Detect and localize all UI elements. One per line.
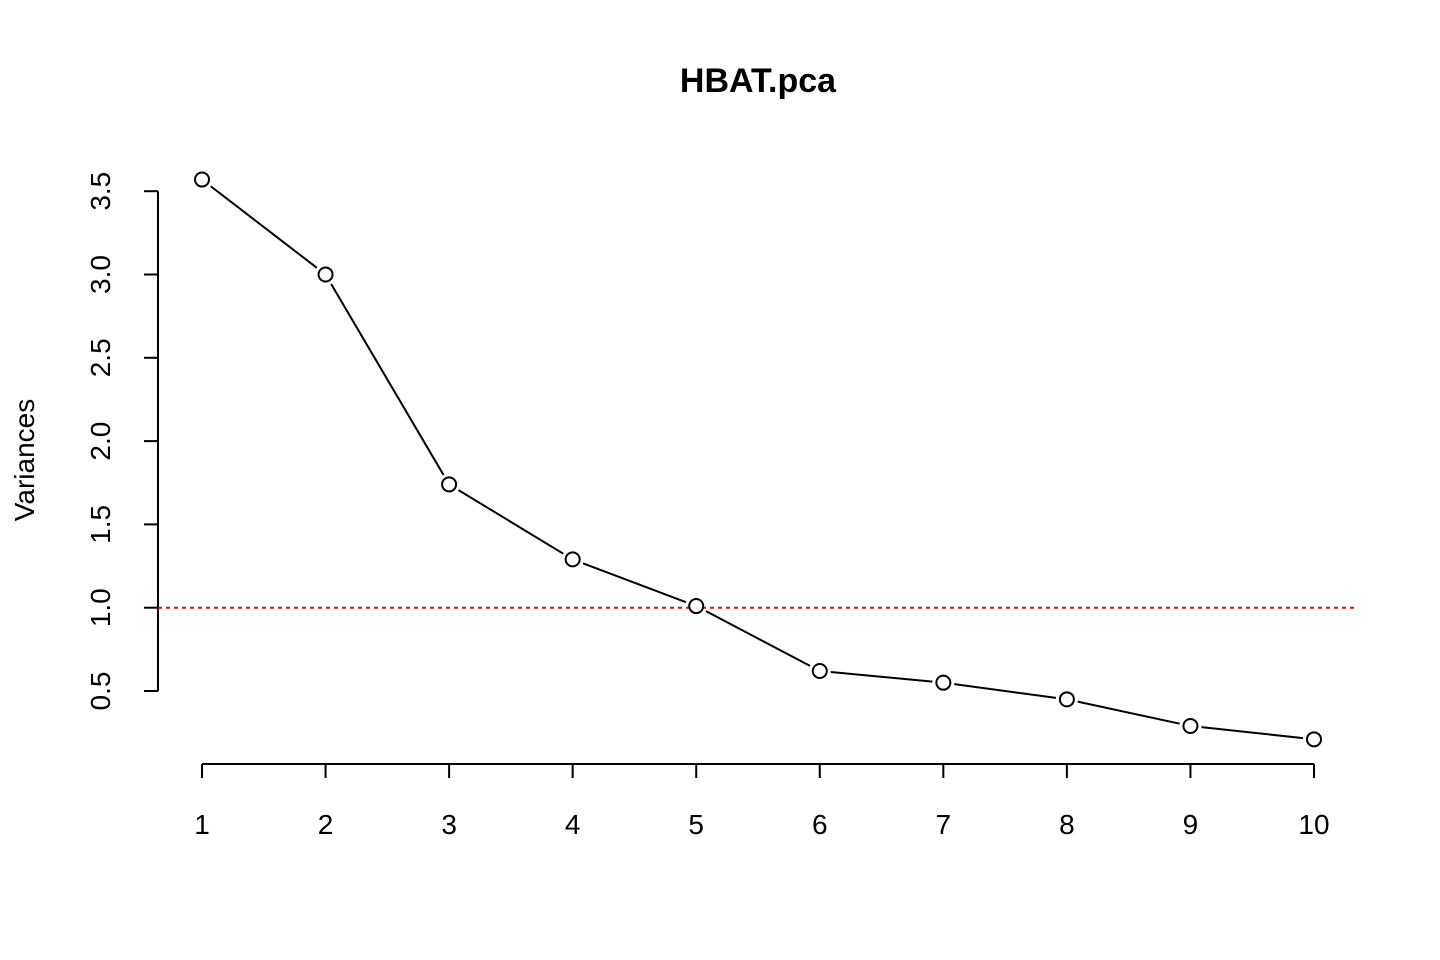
data-point <box>194 171 210 188</box>
y-tick-label: 1.5 <box>85 505 116 544</box>
x-tick-label: 7 <box>936 809 952 840</box>
y-tick-label: 3.0 <box>85 255 116 294</box>
series-segment <box>457 489 564 555</box>
data-point <box>935 674 952 691</box>
series-segment <box>1201 726 1304 740</box>
series-segment <box>954 683 1057 699</box>
series-segment <box>705 610 811 667</box>
data-point <box>441 476 458 493</box>
series-segment <box>330 283 445 476</box>
series-layer <box>194 171 1322 748</box>
series-segment <box>582 562 687 604</box>
x-tick-label: 8 <box>1059 809 1075 840</box>
y-tick-label: 3.5 <box>85 172 116 211</box>
series-segment <box>210 185 318 269</box>
data-point <box>688 598 705 615</box>
x-tick-label: 4 <box>565 809 581 840</box>
series-segment <box>830 671 933 683</box>
y-axis: 0.5 1.0 1.5 2.0 2.5 3.0 3.5 <box>85 172 159 711</box>
data-point <box>1306 731 1322 748</box>
data-point <box>317 266 334 283</box>
y-axis-label: Variances <box>9 399 40 521</box>
y-tick-label: 1.0 <box>85 588 116 627</box>
chart-title: HBAT.pca <box>680 62 837 100</box>
data-point <box>564 551 581 568</box>
x-tick-label: 9 <box>1183 809 1199 840</box>
x-tick-label: 2 <box>318 809 334 840</box>
data-point <box>1058 691 1075 708</box>
x-tick-label: 5 <box>688 809 704 840</box>
series-segment <box>1077 700 1180 725</box>
x-tick-label: 10 <box>1298 809 1329 840</box>
x-tick-label: 3 <box>441 809 457 840</box>
data-point <box>1182 717 1199 734</box>
y-tick-label: 0.5 <box>85 672 116 711</box>
data-point <box>811 663 828 680</box>
y-tick-label: 2.0 <box>85 422 116 461</box>
y-tick-label: 2.5 <box>85 338 116 377</box>
x-tick-label: 1 <box>194 809 210 840</box>
x-axis: 1 2 3 4 5 6 7 8 9 10 <box>194 763 1330 840</box>
x-tick-label: 6 <box>812 809 828 840</box>
